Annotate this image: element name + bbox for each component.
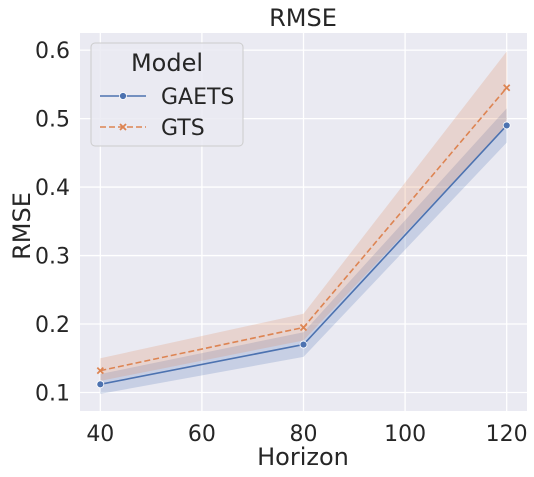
legend-title: Model bbox=[131, 49, 203, 77]
y-tick-label: 0.6 bbox=[35, 39, 70, 64]
legend: Model GAETS GTS bbox=[90, 42, 244, 147]
legend-box bbox=[90, 42, 244, 147]
x-tick-labels: 40 60 80 100 120 bbox=[86, 422, 527, 447]
confidence-band-gts bbox=[100, 51, 507, 381]
data-point-gaets bbox=[299, 340, 308, 349]
x-tick-label: 80 bbox=[290, 422, 318, 447]
series-markers bbox=[96, 84, 511, 389]
data-point-gts bbox=[299, 323, 308, 332]
legend-items: GAETS GTS bbox=[100, 85, 234, 141]
data-point-gts bbox=[503, 84, 511, 92]
data-point-gts bbox=[96, 366, 104, 375]
y-tick-label: 0.4 bbox=[35, 176, 70, 201]
legend-label-gts: GTS bbox=[161, 116, 205, 141]
y-axis-title: RMSE bbox=[8, 192, 36, 260]
y-tick-label: 0.5 bbox=[35, 108, 70, 133]
grid bbox=[80, 33, 527, 411]
legend-marker-gts bbox=[119, 123, 127, 131]
legend-item-gaets: GAETS bbox=[100, 85, 234, 110]
x-tick-label: 120 bbox=[486, 422, 528, 447]
legend-label-gaets: GAETS bbox=[161, 85, 234, 110]
chart-title: RMSE bbox=[269, 4, 337, 32]
y-tick-labels: 0.1 0.2 0.3 0.4 0.5 0.6 bbox=[35, 39, 70, 406]
y-tick-label: 0.2 bbox=[35, 313, 70, 338]
x-tick-label: 40 bbox=[86, 422, 114, 447]
confidence-bands bbox=[100, 51, 507, 394]
legend-item-gts: GTS bbox=[100, 116, 205, 141]
data-point-gaets bbox=[96, 380, 105, 389]
legend-marker-gaets bbox=[119, 92, 127, 100]
x-axis-title: Horizon bbox=[257, 443, 349, 471]
x-tick-label: 100 bbox=[384, 422, 426, 447]
confidence-band-gaets bbox=[100, 108, 507, 394]
y-tick-label: 0.1 bbox=[35, 382, 70, 407]
y-tick-label: 0.3 bbox=[35, 245, 70, 270]
x-tick-label: 60 bbox=[188, 422, 216, 447]
data-point-gaets bbox=[502, 121, 511, 130]
